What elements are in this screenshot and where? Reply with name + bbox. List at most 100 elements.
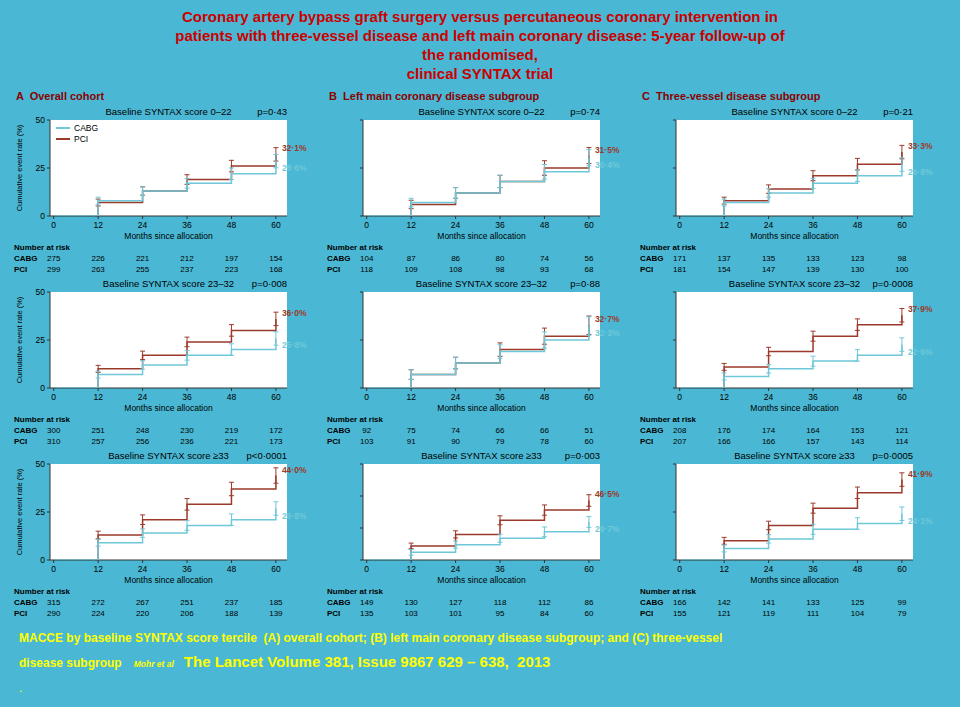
data [367, 316, 592, 388]
error-bar-cap [542, 160, 547, 161]
error-bar-stem [455, 357, 456, 369]
error-bar-stem [588, 517, 589, 528]
error-bar-stem [901, 507, 902, 520]
error-bar-stem [768, 521, 769, 529]
number-at-risk-value: 143 [851, 437, 865, 446]
data [680, 309, 905, 388]
error-bar-cap [185, 346, 190, 347]
error-bar-cap [498, 344, 503, 345]
x-tick-label: 0 [364, 392, 369, 402]
error-bar-cap [722, 545, 727, 546]
error-bar-cap [453, 530, 458, 531]
panel: 0122436486002550Months since allocationC… [14, 106, 307, 274]
error-bar-cap [899, 145, 904, 146]
error-bar-cap [229, 495, 234, 496]
curve [54, 161, 276, 216]
x-tick [187, 216, 188, 219]
curve [367, 156, 589, 216]
error-bar-stem [98, 539, 99, 546]
curve [367, 158, 589, 216]
x-tick [679, 560, 680, 563]
x-tick-label: 36 [495, 392, 505, 402]
error-bar-stem [500, 345, 501, 358]
x-tick-label: 24 [451, 220, 461, 230]
y-tick-label: 25 [36, 507, 46, 517]
error-bar [542, 505, 547, 515]
error-bar-stem [544, 527, 545, 537]
error-bar-stem [142, 351, 143, 359]
error-bar [542, 165, 547, 180]
plot-area [50, 120, 287, 216]
x-tick [588, 388, 589, 391]
panel: 0122436486002550Months since allocationC… [14, 278, 307, 446]
error-bar-cap [855, 349, 860, 350]
error-bar-stem [857, 518, 858, 530]
error-bar-cap [722, 363, 727, 364]
error-bar-cap [899, 337, 904, 338]
error-bar-cap [542, 515, 547, 516]
error-bar-stem [768, 535, 769, 543]
error-bar-stem [857, 487, 858, 499]
error-bar-cap [899, 351, 904, 352]
data [367, 495, 592, 560]
error-bar-stem [231, 514, 232, 526]
panel-title: Baseline SYNTAX score 23–32 [416, 278, 547, 289]
x-tick-label: 24 [138, 392, 148, 402]
error-bar-cap [766, 347, 771, 348]
error-bar-stem [275, 312, 276, 325]
error-bar-cap [96, 539, 101, 540]
x-tick-label: 0 [364, 564, 369, 574]
error-bar-stem [411, 543, 412, 549]
error-bar-cap [96, 371, 101, 372]
end-label: 24·1% [908, 516, 933, 526]
error-bar-cap [498, 342, 503, 343]
error-bar [185, 351, 190, 361]
error-bar [722, 545, 727, 552]
x-axis-label: Months since allocation [437, 403, 526, 413]
plot-area [676, 292, 913, 388]
number-at-risk-value: 79 [897, 609, 906, 618]
x-tick-label: 12 [406, 220, 416, 230]
p-value: p=0·43 [257, 106, 287, 117]
error-bar-cap [453, 198, 458, 199]
p-value: p=0·0005 [873, 450, 913, 461]
error-bar-cap [766, 184, 771, 185]
x-tick-label: 0 [51, 220, 56, 230]
error-bar-cap [855, 487, 860, 488]
error-bar [498, 534, 503, 542]
number-at-risk-value: 98 [897, 254, 906, 263]
error-bar-cap [185, 178, 190, 179]
y-tick-label: 50 [36, 459, 46, 469]
x-tick-label: 36 [182, 564, 192, 574]
x-axis-label: Months since allocation [750, 575, 839, 585]
number-at-risk-label: Number at risk [640, 587, 697, 596]
x-axis-label: Months since allocation [124, 231, 213, 241]
number-at-risk-value: 125 [851, 598, 865, 607]
x-tick [98, 216, 99, 219]
y-tick [360, 528, 363, 529]
x-tick [142, 216, 143, 219]
title-line: clinical SYNTAX trial [407, 65, 553, 82]
error-bar [185, 179, 190, 189]
error-bar-stem [724, 363, 725, 370]
number-at-risk-value: 56 [584, 254, 593, 263]
number-at-risk-value: 141 [762, 598, 776, 607]
error-bar [498, 345, 503, 358]
error-bar-cap [498, 187, 503, 188]
error-bar [96, 197, 101, 204]
number-at-risk-value: 130 [404, 598, 418, 607]
number-at-risk-value: 135 [360, 609, 374, 618]
error-bar [453, 531, 458, 538]
error-bar-cap [273, 312, 278, 313]
y-axis-label: Cumulative event rate (%) [15, 296, 24, 383]
panel: 0122436486002550Months since allocationC… [14, 450, 307, 618]
number-at-risk-value: 181 [673, 265, 687, 274]
end-label: 29·7% [595, 524, 620, 534]
x-tick-label: 60 [897, 392, 907, 402]
error-bar-stem [768, 189, 769, 197]
number-at-risk-value: 275 [47, 254, 61, 263]
y-tick [360, 292, 363, 293]
title: Coronary artery bypass graft surgery ver… [175, 8, 785, 82]
end-label: 26·8% [908, 167, 933, 177]
y-tick [47, 464, 50, 465]
